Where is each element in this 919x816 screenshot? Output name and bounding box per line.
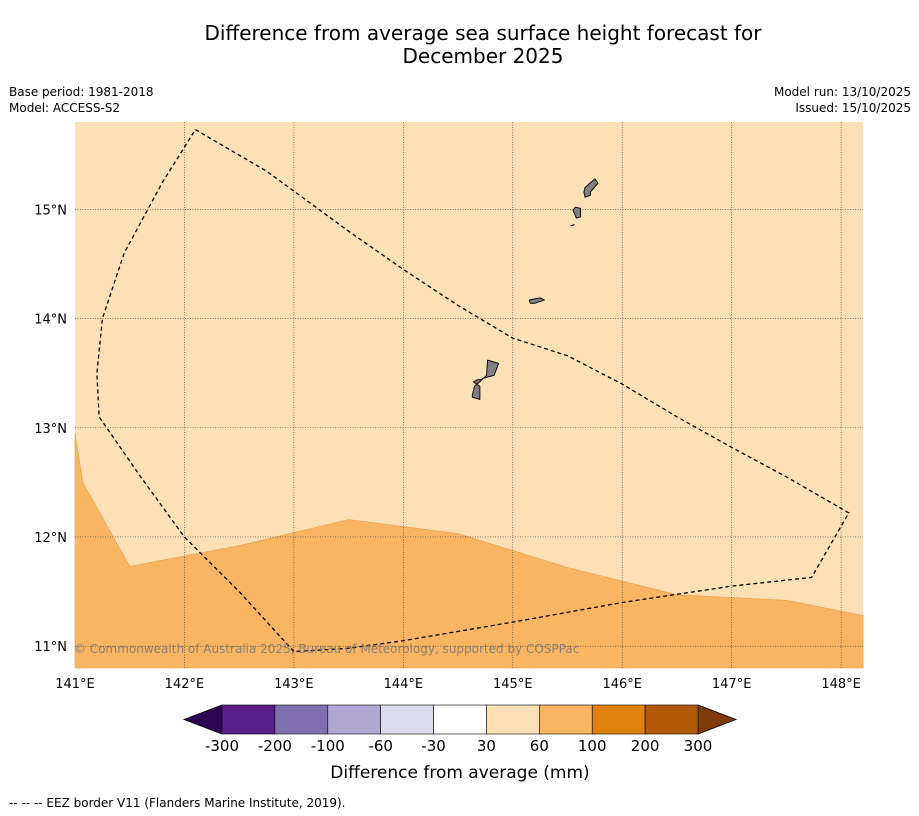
land-aguijan [570,224,575,227]
y-tick-label: 12°N [34,531,67,546]
y-tick-label: 15°N [34,203,67,218]
colorbar-under-arrow [182,704,223,735]
meta-left: Base period: 1981-2018 Model: ACCESS-S2 [9,84,154,116]
land-tinian [572,206,582,219]
colorbar-tick-label: -300 [205,737,239,755]
colorbar-swatch [644,704,699,735]
land-saipan [583,178,599,198]
chart-title-line1: Difference from average sea surface heig… [204,21,762,45]
base-period: Base period: 1981-2018 [9,85,154,99]
colorbar-swatch [539,704,593,735]
model-name: Model: ACCESS-S2 [9,101,121,115]
colorbar-tick-label: 60 [530,737,549,755]
x-tick-label: 147°E [712,677,752,692]
meta-right: Model run: 13/10/2025 Issued: 15/10/2025 [774,84,911,116]
x-tick-label: 142°E [165,677,205,692]
x-tick-label: 143°E [274,677,314,692]
model-run: Model run: 13/10/2025 [773,85,911,99]
colorbar-tick-label: -200 [258,737,292,755]
chart-title-line2: December 2025 [402,44,564,68]
y-tick-label: 11°N [34,640,67,655]
copyright-text: © Commonwealth of Australia 2025, Bureau… [74,642,579,656]
colorbar-swatch [433,704,487,735]
region-60-100 [74,433,864,669]
chart-title: Difference from average sea surface heig… [0,22,919,68]
colorbar-swatch [221,704,276,735]
colorbar-swatch [327,704,381,735]
land-rota [528,297,545,304]
x-tick-label: 146°E [602,677,642,692]
colorbar-swatch [591,704,646,735]
x-tick-label: 144°E [384,677,424,692]
y-tick-label: 13°N [34,422,67,437]
x-tick-label: 141°E [55,677,95,692]
colorbar-tick-label: 30 [477,737,496,755]
colorbar-swatch [380,704,434,735]
colorbar-swatch [486,704,540,735]
eez-legend-note: -- -- -- EEZ border V11 (Flanders Marine… [9,796,346,810]
colorbar-swatch [274,704,329,735]
colorbar-over-arrow [697,704,738,735]
colorbar-tick-label: -100 [311,737,345,755]
colorbar-label: Difference from average (mm) [330,763,589,783]
colorbar-tick-label: -30 [421,737,446,755]
colorbar-tick-label: 300 [684,737,713,755]
x-tick-label: 145°E [493,677,533,692]
y-tick-label: 14°N [34,313,67,328]
colorbar-tick-label: -60 [368,737,393,755]
issued-date: Issued: 15/10/2025 [795,101,911,115]
colorbar-tick-label: 100 [578,737,607,755]
land-guam [471,359,500,400]
x-tick-label: 148°E [821,677,861,692]
colorbar-tick-label: 200 [631,737,660,755]
